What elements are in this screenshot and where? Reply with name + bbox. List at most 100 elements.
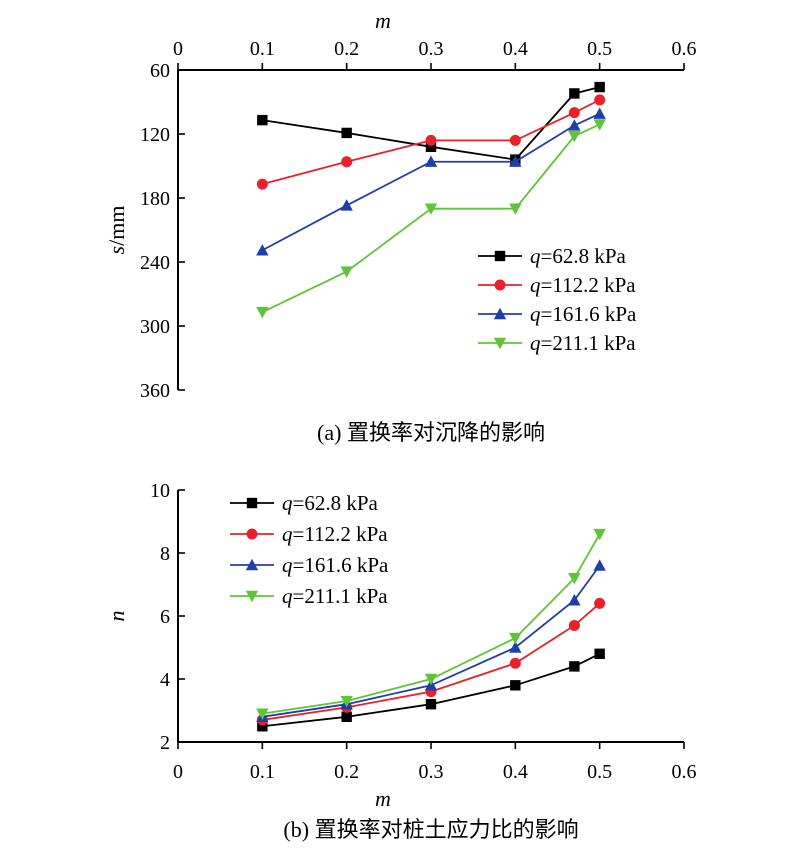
legend-label-value: =62.8 kPa xyxy=(541,244,627,268)
data-point xyxy=(569,88,580,99)
data-point xyxy=(509,203,522,215)
legend-label: q=62.8 kPa xyxy=(282,491,379,515)
legend-label-value: =211.1 kPa xyxy=(541,331,637,355)
data-point xyxy=(594,648,605,659)
legend-label-value: =112.2 kPa xyxy=(541,273,637,297)
legend-label-var: q xyxy=(282,553,293,577)
legend-label-var: q xyxy=(530,331,541,355)
data-point xyxy=(593,528,606,541)
data-point xyxy=(510,680,521,691)
data-point xyxy=(256,306,269,319)
legend-marker xyxy=(245,558,259,571)
legend-label: q=211.1 kPa xyxy=(282,584,388,608)
data-point xyxy=(594,81,605,93)
data-point xyxy=(257,114,268,126)
legend-marker xyxy=(494,279,506,291)
data-point xyxy=(568,107,580,119)
legend-label-var: q xyxy=(530,302,541,326)
y-tick-label: 300 xyxy=(140,316,170,338)
legend-label: q=62.8 kPa xyxy=(530,244,627,268)
chart-a-settlement: 0 0.1 0.2 0.3 0.4 0.5 0.6 60 120 180 240 300 360 m s/m… xyxy=(104,8,697,445)
y-tick-label: 120 xyxy=(140,124,170,146)
data-point xyxy=(341,711,352,722)
data-point xyxy=(257,721,268,732)
data-point xyxy=(424,673,438,686)
data-point xyxy=(340,695,353,708)
data-point xyxy=(569,661,580,672)
x-axis-label: m xyxy=(375,786,391,811)
x-tick-label: 0.3 xyxy=(419,38,444,60)
y-tick-label: 2 xyxy=(160,732,170,754)
legend-label: q=112.2 kPa xyxy=(530,273,636,297)
y-tick-label: 360 xyxy=(140,380,170,402)
data-point xyxy=(425,134,437,146)
y-axis-label-unit: /mm xyxy=(104,206,129,246)
x-tick-label: 0.5 xyxy=(587,761,612,783)
legend-label-value: =211.1 kPa xyxy=(293,584,389,608)
data-point xyxy=(256,244,269,256)
legend-marker xyxy=(246,528,258,540)
y-tick-label: 60 xyxy=(150,60,170,82)
data-point xyxy=(425,699,437,710)
legend-label-value: =161.6 kPa xyxy=(541,302,638,326)
legend-label: q=112.2 kPa xyxy=(282,522,388,546)
y-tick-label: 4 xyxy=(160,669,170,691)
x-tick-label: 0.4 xyxy=(503,761,528,783)
x-tick-label: 0.1 xyxy=(250,38,275,60)
legend-label-var: q xyxy=(530,273,541,297)
x-tick-label: 0 xyxy=(173,38,183,60)
y-tick-label: 10 xyxy=(150,480,170,502)
data-point xyxy=(568,573,581,585)
y-axis-label-var: s xyxy=(104,246,129,255)
data-point xyxy=(341,127,352,139)
x-tick-label: 0.5 xyxy=(587,38,612,60)
series-line xyxy=(262,602,601,721)
data-point xyxy=(424,155,438,167)
legend-marker xyxy=(494,250,506,262)
x-axis-label: m xyxy=(375,8,391,33)
series-line xyxy=(262,565,601,718)
y-axis-label-var: n xyxy=(104,611,129,622)
legend-label: q=211.1 kPa xyxy=(530,331,636,355)
legend-label-var: q xyxy=(530,244,541,268)
data-point xyxy=(256,178,268,190)
legend-marker xyxy=(493,307,507,320)
x-tick-label: 0 xyxy=(173,761,183,783)
data-point xyxy=(424,203,438,215)
x-tick-label: 0.6 xyxy=(672,761,697,783)
y-tick-label: 6 xyxy=(160,606,170,628)
data-point xyxy=(509,657,521,669)
data-point xyxy=(568,119,581,131)
data-point xyxy=(593,119,606,131)
data-point xyxy=(340,266,353,278)
y-tick-label: 240 xyxy=(140,252,170,274)
chart-caption: (b) 置换率对桩土应力比的影响 xyxy=(283,817,578,842)
data-point xyxy=(594,597,606,609)
y-axis-label: n xyxy=(104,611,129,622)
data-point xyxy=(509,641,522,653)
legend-label-value: =62.8 kPa xyxy=(293,491,379,515)
x-tick-label: 0.6 xyxy=(672,38,697,60)
x-tick-label: 0.3 xyxy=(419,761,444,783)
data-point xyxy=(425,141,437,152)
data-point xyxy=(340,199,353,211)
y-tick-label: 8 xyxy=(160,543,170,565)
x-tick-label: 0.2 xyxy=(334,38,359,60)
x-tick-label: 0.4 xyxy=(503,38,528,60)
data-point xyxy=(509,155,522,167)
legend-label: q=161.6 kPa xyxy=(530,302,637,326)
chart-caption: (a) 置换率对沉降的影响 xyxy=(317,420,545,445)
y-axis-label: s/mm xyxy=(104,206,129,255)
legend-marker xyxy=(245,590,259,603)
legend-label-var: q xyxy=(282,491,293,515)
data-point xyxy=(568,130,581,143)
legend-label-var: q xyxy=(282,584,293,608)
data-point xyxy=(341,156,353,168)
legend-label: q=161.6 kPa xyxy=(282,553,389,577)
data-point xyxy=(568,594,581,606)
data-point xyxy=(509,134,521,146)
data-point xyxy=(594,94,606,106)
x-tick-label: 0.2 xyxy=(334,761,359,783)
